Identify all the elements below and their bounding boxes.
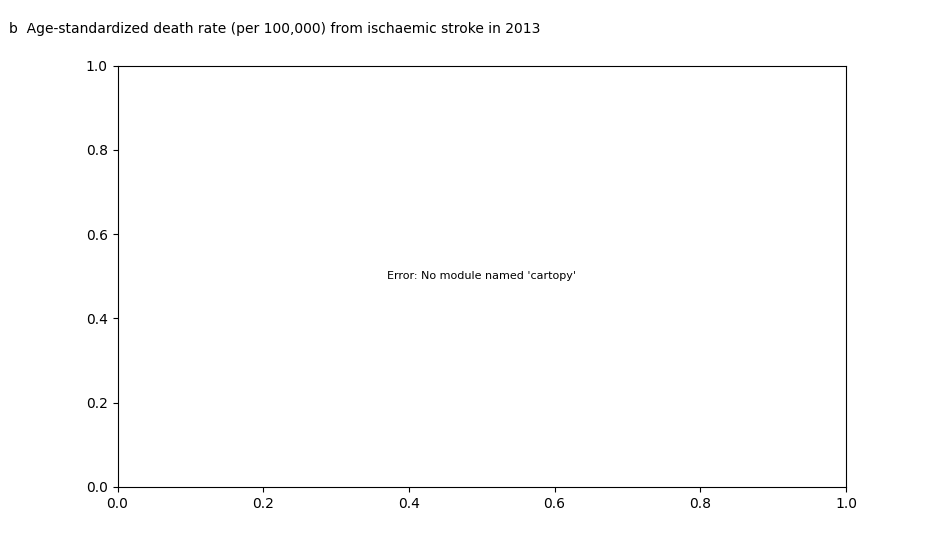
Text: b  Age-standardized death rate (per 100,000) from ischaemic stroke in 2013: b Age-standardized death rate (per 100,0… — [9, 22, 540, 36]
Text: Error: No module named 'cartopy': Error: No module named 'cartopy' — [387, 271, 576, 281]
